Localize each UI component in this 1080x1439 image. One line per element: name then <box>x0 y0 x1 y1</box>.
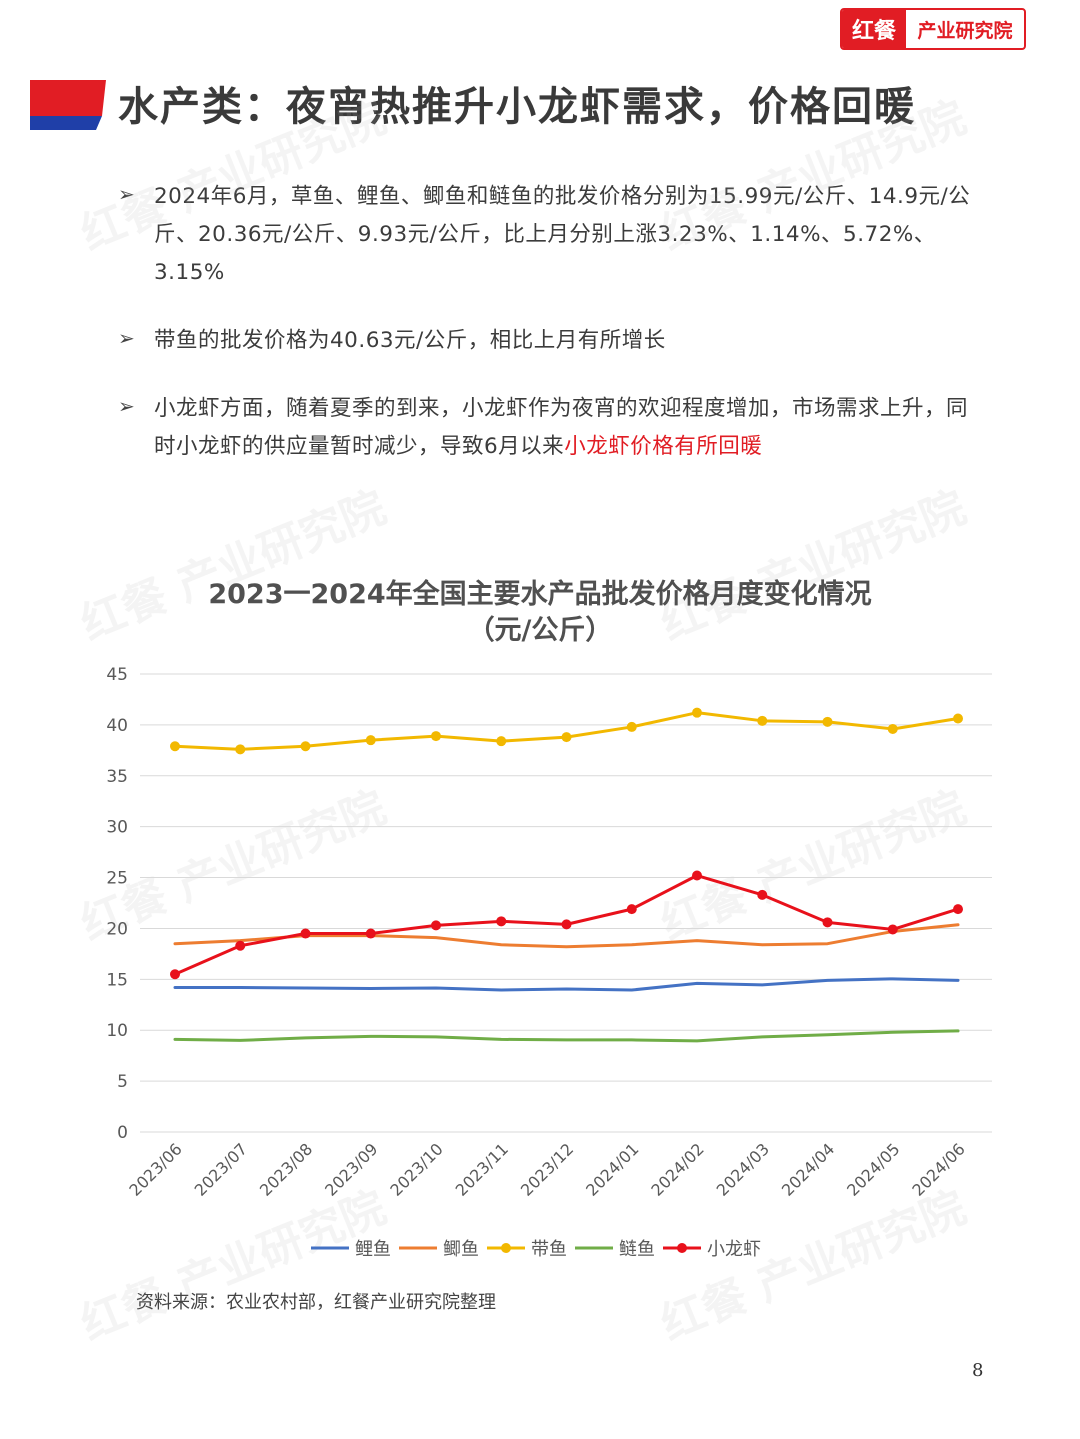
logo-brand-left: 红餐 <box>842 10 906 48</box>
x-tick-label: 2024/06 <box>908 1139 968 1199</box>
data-point <box>822 917 833 928</box>
data-point <box>300 928 311 939</box>
page-number: 8 <box>972 1360 984 1381</box>
brand-logo: 红餐 产业研究院 <box>840 8 1026 50</box>
data-point <box>496 736 507 747</box>
x-tick-label: 2024/03 <box>713 1139 773 1199</box>
legend-label: 鲤鱼 <box>355 1239 391 1260</box>
watermark-brand: 红餐 <box>653 1270 755 1351</box>
data-point <box>235 940 246 951</box>
arrow-bullet-icon: ➢ <box>118 182 135 206</box>
page-title: 水产类：夜宵热推升小龙虾需求，价格回暖 <box>118 84 916 130</box>
data-point <box>235 744 246 755</box>
arrow-bullet-icon: ➢ <box>118 394 135 418</box>
source-note: 资料来源：农业农村部，红餐产业研究院整理 <box>136 1292 496 1313</box>
legend-label: 鲫鱼 <box>443 1239 479 1260</box>
bullet-item: ➢ 小龙虾方面，随着夏季的到来，小龙虾作为夜宵的欢迎程度增加，市场需求上升，同时… <box>118 390 978 466</box>
x-tick-label: 2024/04 <box>778 1139 838 1199</box>
y-tick-label: 20 <box>106 919 128 939</box>
x-tick-label: 2023/09 <box>321 1139 381 1199</box>
title-flag-icon <box>30 80 106 130</box>
data-point <box>692 870 702 881</box>
data-point <box>887 723 898 734</box>
data-point <box>757 715 768 726</box>
data-point <box>561 732 572 743</box>
legend-label: 小龙虾 <box>707 1239 761 1260</box>
y-tick-label: 40 <box>106 716 128 736</box>
legend-label: 带鱼 <box>531 1239 567 1260</box>
data-point <box>365 735 376 746</box>
y-tick-label: 35 <box>106 767 128 787</box>
y-tick-label: 5 <box>117 1072 128 1092</box>
data-point <box>953 904 963 915</box>
data-point <box>822 716 833 727</box>
data-point <box>496 916 507 927</box>
bullet-list: ➢ 2024年6月，草鱼、鲤鱼、鲫鱼和鲢鱼的批发价格分别为15.99元/公斤、1… <box>118 178 978 496</box>
data-point <box>626 721 637 732</box>
bullet-item: ➢ 2024年6月，草鱼、鲤鱼、鲫鱼和鲢鱼的批发价格分别为15.99元/公斤、1… <box>118 178 978 292</box>
y-tick-label: 15 <box>106 970 128 990</box>
bullet-text-plain: 小龙虾方面，随着夏季的到来，小龙虾作为夜宵的欢迎程度增加，市场需求上升，同时小龙… <box>154 396 969 459</box>
series-line <box>173 711 960 751</box>
data-point <box>300 741 311 752</box>
bullet-text: 2024年6月，草鱼、鲤鱼、鲫鱼和鲢鱼的批发价格分别为15.99元/公斤、14.… <box>154 184 971 285</box>
chart-title: 2023一2024年全国主要水产品批发价格月度变化情况 <box>208 579 872 610</box>
x-tick-label: 2023/07 <box>191 1139 251 1199</box>
y-tick-label: 0 <box>117 1123 128 1143</box>
x-tick-label: 2023/10 <box>386 1139 446 1199</box>
legend-marker <box>677 1243 687 1253</box>
series-line <box>173 1029 960 1043</box>
data-point <box>431 731 441 742</box>
y-tick-label: 25 <box>106 869 128 889</box>
y-tick-label: 45 <box>106 665 128 685</box>
arrow-bullet-icon: ➢ <box>118 326 135 350</box>
x-tick-label: 2024/05 <box>843 1139 903 1199</box>
bullet-item: ➢ 带鱼的批发价格为40.63元/公斤，相比上月有所增长 <box>118 322 978 360</box>
legend-marker <box>501 1243 511 1253</box>
data-point <box>561 919 572 930</box>
chart-subtitle: （元/公斤） <box>467 615 613 646</box>
bullet-text: 小龙虾方面，随着夏季的到来，小龙虾作为夜宵的欢迎程度增加，市场需求上升，同时小龙… <box>154 390 978 466</box>
x-tick-label: 2023/06 <box>125 1139 185 1199</box>
data-point <box>887 924 898 935</box>
x-tick-label: 2023/08 <box>256 1139 316 1199</box>
data-point <box>431 920 441 931</box>
bullet-text-highlight: 小龙虾价格有所回暖 <box>564 434 763 459</box>
x-tick-label: 2023/11 <box>452 1139 512 1199</box>
bullet-text: 带鱼的批发价格为40.63元/公斤，相比上月有所增长 <box>154 328 666 353</box>
data-point <box>170 741 180 752</box>
data-point <box>757 889 768 900</box>
data-point <box>953 713 963 724</box>
x-tick-label: 2024/01 <box>582 1139 642 1199</box>
data-point <box>170 969 180 980</box>
series-line <box>173 977 960 992</box>
x-tick-label: 2023/12 <box>517 1139 577 1199</box>
data-point <box>626 904 637 915</box>
logo-brand-right: 产业研究院 <box>917 19 1013 42</box>
x-tick-label: 2024/02 <box>647 1139 707 1199</box>
data-point <box>365 928 376 939</box>
data-point <box>692 707 702 718</box>
legend-label: 鲢鱼 <box>619 1239 655 1260</box>
y-tick-label: 30 <box>106 818 128 838</box>
y-tick-label: 10 <box>106 1021 128 1041</box>
